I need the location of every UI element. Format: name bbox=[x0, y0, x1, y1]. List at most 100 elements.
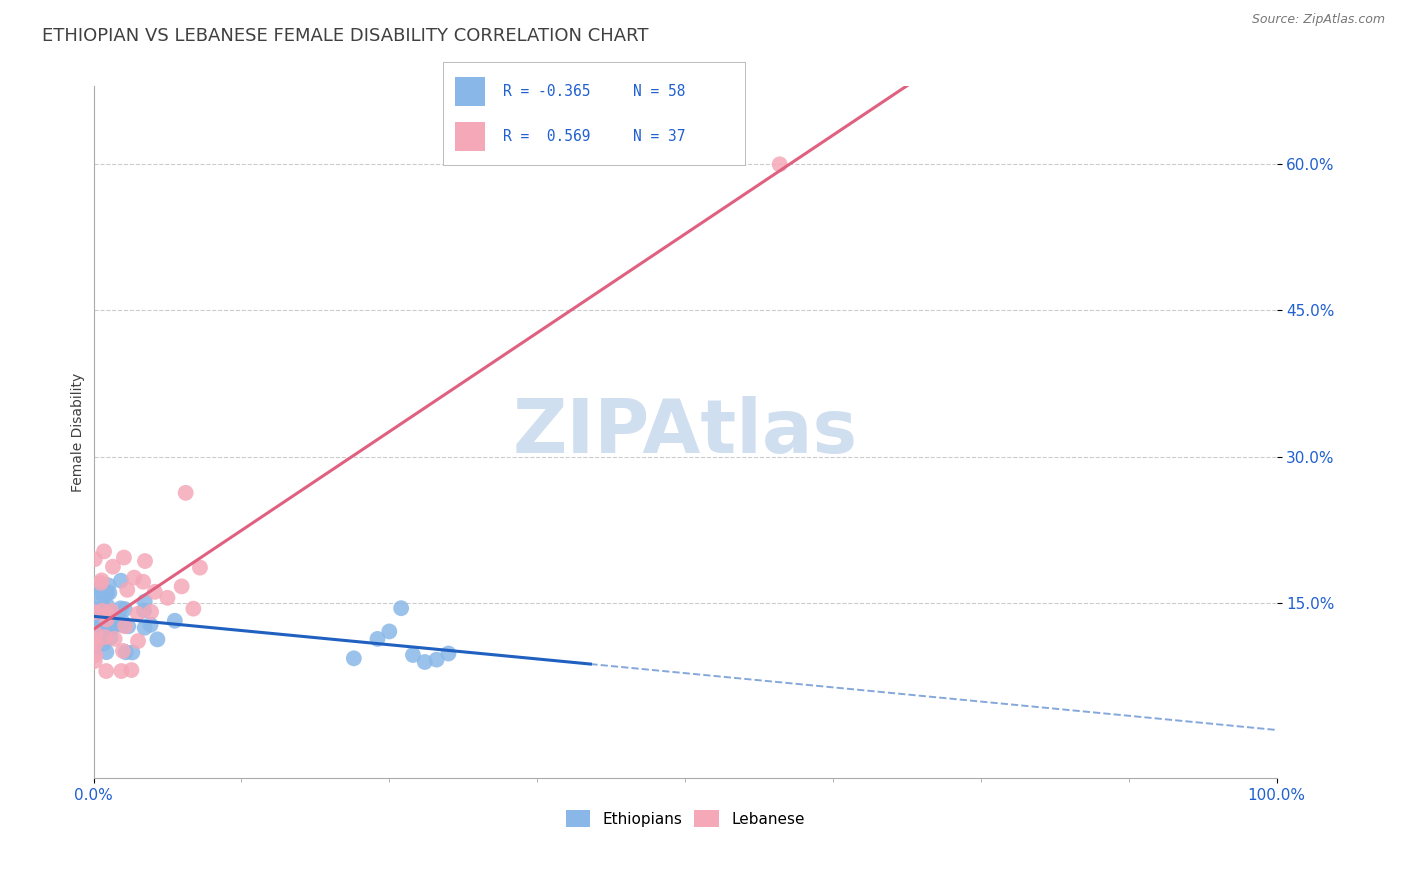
Point bbox=[146, 632, 169, 647]
Point bbox=[93, 606, 115, 620]
Point bbox=[134, 554, 156, 568]
Point bbox=[94, 605, 117, 619]
Point bbox=[93, 637, 115, 651]
Point bbox=[84, 636, 107, 650]
Text: Source: ZipAtlas.com: Source: ZipAtlas.com bbox=[1251, 13, 1385, 27]
Text: ZIPAtlas: ZIPAtlas bbox=[513, 396, 858, 469]
Point bbox=[120, 663, 142, 677]
Point bbox=[98, 621, 121, 635]
Point bbox=[170, 579, 193, 593]
Point bbox=[378, 624, 401, 639]
Point bbox=[183, 601, 205, 615]
Point bbox=[90, 613, 112, 627]
Point bbox=[134, 621, 156, 635]
Point bbox=[389, 601, 412, 615]
Point bbox=[96, 612, 118, 626]
Y-axis label: Female Disability: Female Disability bbox=[72, 373, 86, 491]
Point bbox=[188, 560, 211, 574]
Point bbox=[163, 614, 186, 628]
Point bbox=[117, 619, 139, 633]
Point bbox=[105, 618, 128, 632]
Point bbox=[84, 607, 107, 621]
Point bbox=[104, 632, 127, 646]
Point bbox=[143, 584, 166, 599]
Point bbox=[127, 607, 149, 621]
Point bbox=[97, 578, 120, 592]
Point bbox=[94, 602, 117, 616]
Point bbox=[111, 644, 134, 658]
Point bbox=[87, 584, 110, 599]
Point bbox=[84, 627, 107, 641]
Point bbox=[132, 574, 155, 589]
Point bbox=[83, 552, 105, 566]
Text: R =  0.569: R = 0.569 bbox=[503, 128, 591, 144]
Point bbox=[121, 645, 143, 659]
Point bbox=[366, 632, 388, 646]
Point bbox=[117, 582, 139, 597]
Point bbox=[101, 559, 124, 574]
Point bbox=[91, 615, 114, 629]
Point bbox=[84, 601, 107, 615]
Point bbox=[139, 617, 162, 632]
Point bbox=[107, 615, 129, 629]
Point bbox=[91, 622, 114, 636]
Point bbox=[426, 652, 449, 666]
Point bbox=[89, 627, 111, 641]
Point bbox=[110, 601, 132, 615]
FancyBboxPatch shape bbox=[456, 122, 485, 151]
Point bbox=[110, 664, 132, 678]
Point bbox=[156, 591, 179, 605]
Point bbox=[83, 605, 105, 619]
Point bbox=[111, 615, 134, 629]
Point bbox=[84, 640, 107, 655]
Point bbox=[90, 575, 112, 590]
Point bbox=[112, 618, 135, 632]
Point bbox=[96, 664, 118, 678]
Text: N = 37: N = 37 bbox=[633, 128, 686, 144]
Point bbox=[87, 617, 110, 632]
Point bbox=[127, 634, 149, 648]
Text: R = -0.365: R = -0.365 bbox=[503, 84, 591, 99]
Point bbox=[83, 654, 105, 668]
Point bbox=[96, 585, 118, 599]
Point bbox=[84, 648, 107, 662]
Point bbox=[89, 609, 111, 624]
Point bbox=[402, 648, 425, 662]
Point bbox=[90, 574, 112, 588]
Point bbox=[96, 645, 118, 659]
Point bbox=[96, 607, 118, 622]
Point bbox=[139, 605, 162, 619]
Point bbox=[98, 585, 121, 599]
Point bbox=[96, 586, 118, 600]
Point bbox=[114, 619, 136, 633]
Point bbox=[110, 574, 132, 588]
Point bbox=[122, 571, 145, 585]
Point bbox=[134, 594, 156, 608]
Point bbox=[112, 550, 135, 565]
Point bbox=[413, 655, 436, 669]
Point bbox=[93, 544, 115, 558]
Point bbox=[89, 632, 111, 646]
Point bbox=[769, 157, 792, 171]
Text: ETHIOPIAN VS LEBANESE FEMALE DISABILITY CORRELATION CHART: ETHIOPIAN VS LEBANESE FEMALE DISABILITY … bbox=[42, 27, 648, 45]
Legend: Ethiopians, Lebanese: Ethiopians, Lebanese bbox=[560, 804, 811, 833]
Point bbox=[83, 633, 105, 648]
Point bbox=[90, 595, 112, 609]
Point bbox=[96, 615, 118, 629]
Point bbox=[94, 630, 117, 644]
Point bbox=[87, 611, 110, 625]
Point bbox=[343, 651, 366, 665]
Point bbox=[93, 589, 115, 603]
Point bbox=[96, 599, 118, 613]
Point bbox=[114, 602, 136, 616]
Point bbox=[100, 604, 122, 618]
Point bbox=[86, 632, 108, 646]
Point bbox=[174, 485, 197, 500]
Point bbox=[100, 605, 122, 619]
Point bbox=[114, 645, 136, 659]
FancyBboxPatch shape bbox=[456, 77, 485, 105]
Point bbox=[437, 647, 460, 661]
Point bbox=[132, 603, 155, 617]
Point bbox=[100, 631, 122, 645]
Point bbox=[91, 604, 114, 618]
